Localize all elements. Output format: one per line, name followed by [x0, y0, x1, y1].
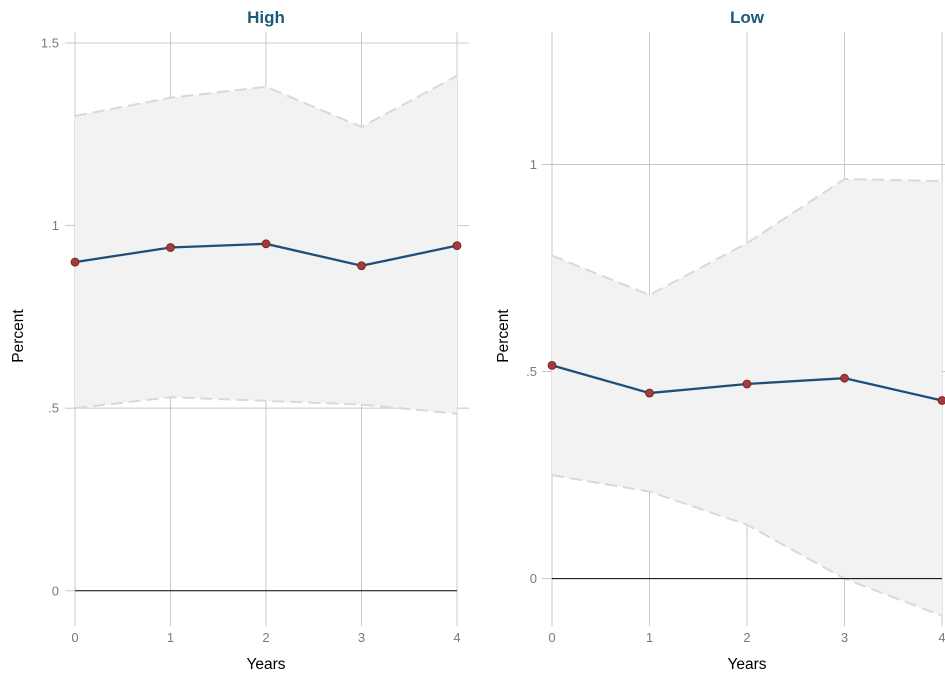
- x-tick-label: 0: [71, 630, 78, 645]
- x-tick-label: 1: [646, 630, 653, 645]
- ci-lower-line: [74, 396, 458, 415]
- x-axis-title: Years: [727, 656, 766, 673]
- chart-panel-0: High 0 1 2 3 4 0 .5 1 1.5 Years Percent: [10, 8, 469, 673]
- data-point: [742, 379, 752, 389]
- data-point: [840, 373, 849, 383]
- ci-lower-line: [551, 474, 943, 617]
- y-axis-title: Percent: [10, 309, 27, 363]
- y-axis-title: Percent: [495, 309, 512, 363]
- y-tick-label: .5: [526, 364, 537, 379]
- ci-upper-line: [74, 74, 458, 129]
- data-point: [645, 388, 654, 398]
- data-point: [547, 360, 557, 370]
- panel-title: High: [247, 8, 285, 27]
- data-point: [70, 257, 80, 267]
- y-tick-label: .5: [48, 401, 59, 416]
- panel-title: Low: [730, 8, 765, 27]
- data-point: [452, 241, 462, 251]
- y-tick-label: 0: [530, 571, 537, 586]
- confidence-band: [552, 179, 942, 616]
- y-tick-label: 1: [530, 157, 537, 172]
- ci-upper-line: [551, 177, 943, 297]
- data-point: [937, 396, 945, 405]
- data-point: [166, 243, 175, 252]
- x-tick-label: 4: [938, 630, 945, 645]
- chart-panel-1: Low 0 1 2 3 4 0 .5 1 Years Percent: [495, 8, 945, 673]
- data-point: [357, 261, 366, 271]
- y-tick-label: 0: [52, 583, 59, 598]
- y-tick-label: 1: [52, 218, 59, 233]
- x-tick-label: 2: [743, 630, 750, 645]
- x-tick-label: 2: [262, 630, 269, 645]
- x-tick-label: 3: [358, 630, 365, 645]
- x-tick-label: 0: [548, 630, 555, 645]
- x-axis-title: Years: [246, 656, 285, 673]
- x-tick-label: 4: [453, 630, 460, 645]
- data-point: [261, 239, 271, 249]
- x-tick-label: 1: [167, 630, 174, 645]
- x-tick-label: 3: [841, 630, 848, 645]
- y-tick-label: 1.5: [41, 35, 59, 50]
